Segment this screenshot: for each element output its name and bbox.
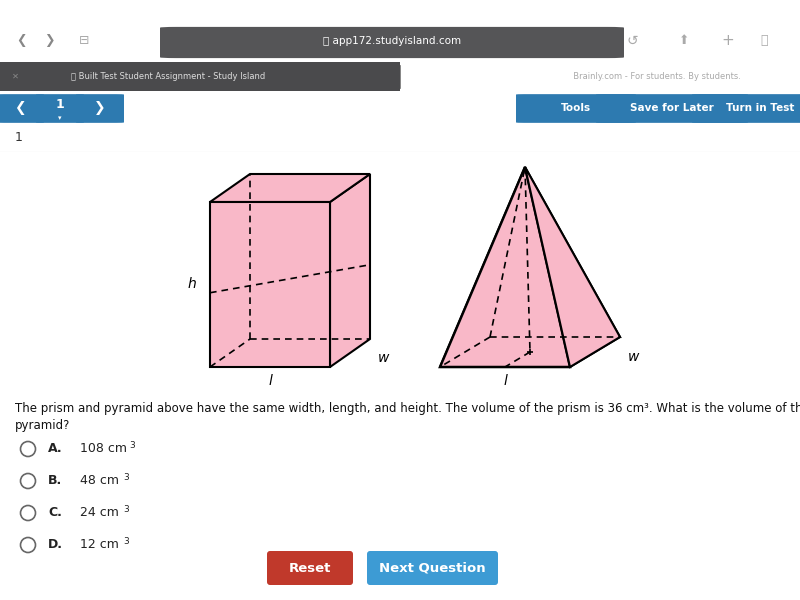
Text: 3: 3 xyxy=(123,505,129,514)
Text: ▾: ▾ xyxy=(58,115,62,121)
Text: D.: D. xyxy=(48,539,63,551)
Text: 3: 3 xyxy=(123,536,129,545)
FancyBboxPatch shape xyxy=(692,94,800,123)
Polygon shape xyxy=(525,167,620,367)
Text: 🔒 app172.studyisland.com: 🔒 app172.studyisland.com xyxy=(323,35,461,46)
Polygon shape xyxy=(210,202,330,367)
Polygon shape xyxy=(440,167,570,367)
Text: 3: 3 xyxy=(130,440,135,449)
Text: Brainly.com - For students. By students.: Brainly.com - For students. By students. xyxy=(568,72,741,81)
Text: Reset: Reset xyxy=(289,562,331,575)
Text: ❯: ❯ xyxy=(44,34,54,47)
Text: AA: AA xyxy=(140,35,155,46)
Text: 7th Grade Quiz Volume of Prism: 7th Grade Quiz Volume of Prism xyxy=(140,101,364,114)
FancyBboxPatch shape xyxy=(160,27,624,58)
Text: 24 cm: 24 cm xyxy=(80,506,119,520)
Text: w: w xyxy=(628,350,639,364)
Circle shape xyxy=(21,442,35,457)
Circle shape xyxy=(21,505,35,520)
Text: Next Question: Next Question xyxy=(379,562,486,575)
Text: Turn in Test: Turn in Test xyxy=(726,103,794,113)
Text: ❮: ❮ xyxy=(16,34,26,47)
Text: +: + xyxy=(722,33,734,48)
Text: 🌐 Built Test Student Assignment - Study Island: 🌐 Built Test Student Assignment - Study … xyxy=(71,72,265,81)
Text: The prism and pyramid above have the same width, length, and height. The volume : The prism and pyramid above have the sam… xyxy=(15,402,800,415)
Text: h': h' xyxy=(537,253,548,266)
Text: 2:59 PM  Thu Jan 14: 2:59 PM Thu Jan 14 xyxy=(16,7,106,16)
Polygon shape xyxy=(490,167,620,337)
Text: ↺: ↺ xyxy=(626,34,638,47)
Text: 108 cm: 108 cm xyxy=(80,443,127,455)
Text: ⊟: ⊟ xyxy=(78,34,90,47)
Polygon shape xyxy=(440,337,620,367)
Text: ⧉: ⧉ xyxy=(760,34,768,47)
Text: 3: 3 xyxy=(123,473,129,481)
Text: Tools: Tools xyxy=(561,103,591,113)
Text: pyramid?: pyramid? xyxy=(15,419,70,432)
Text: h: h xyxy=(188,277,196,292)
FancyBboxPatch shape xyxy=(36,94,84,123)
Polygon shape xyxy=(210,174,370,202)
Text: ⬆: ⬆ xyxy=(678,34,690,47)
Text: Save for Later: Save for Later xyxy=(630,103,714,113)
Text: ❯: ❯ xyxy=(94,101,106,115)
Text: 1: 1 xyxy=(14,131,22,144)
Polygon shape xyxy=(330,174,370,367)
Text: ✕: ✕ xyxy=(12,72,19,81)
FancyBboxPatch shape xyxy=(0,62,400,91)
FancyBboxPatch shape xyxy=(367,551,498,585)
Text: 12 cm: 12 cm xyxy=(80,539,119,551)
FancyBboxPatch shape xyxy=(76,94,124,123)
Text: C.: C. xyxy=(48,506,62,520)
Circle shape xyxy=(21,538,35,553)
FancyBboxPatch shape xyxy=(0,94,44,123)
Text: ❮: ❮ xyxy=(14,101,26,115)
Text: 1: 1 xyxy=(56,98,64,111)
Circle shape xyxy=(21,473,35,488)
FancyBboxPatch shape xyxy=(516,94,636,123)
Text: 49%: 49% xyxy=(748,7,768,16)
Text: w: w xyxy=(378,351,390,365)
Text: l: l xyxy=(503,374,507,388)
Text: B.: B. xyxy=(48,475,62,487)
Polygon shape xyxy=(440,167,525,367)
FancyBboxPatch shape xyxy=(267,551,353,585)
Text: l: l xyxy=(268,374,272,388)
Text: A.: A. xyxy=(48,443,62,455)
FancyBboxPatch shape xyxy=(596,94,748,123)
Text: 48 cm: 48 cm xyxy=(80,475,119,487)
